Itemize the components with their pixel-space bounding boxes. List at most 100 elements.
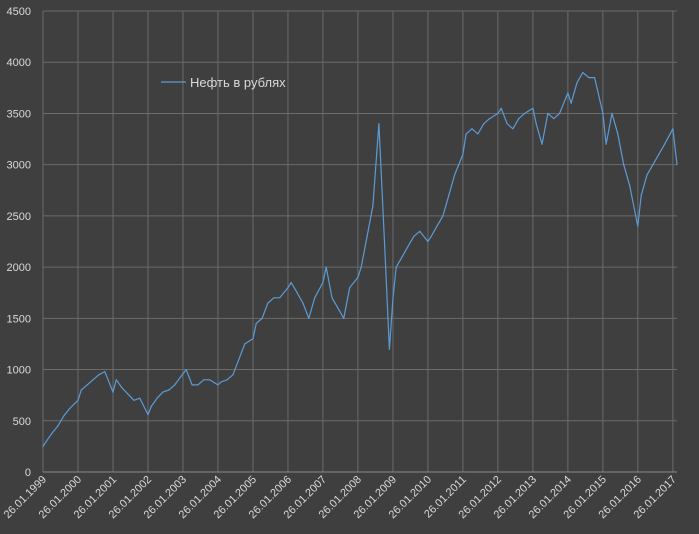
data-point	[372, 205, 374, 207]
data-point	[51, 432, 53, 434]
data-point	[532, 107, 534, 109]
data-point	[640, 194, 642, 196]
data-point	[296, 292, 298, 294]
data-point	[104, 371, 106, 373]
data-point	[191, 384, 193, 386]
data-point	[343, 317, 345, 319]
data-point	[588, 77, 590, 79]
data-point	[273, 297, 275, 299]
data-point	[629, 184, 631, 186]
data-point	[115, 379, 117, 381]
data-point	[92, 379, 94, 381]
data-point	[430, 235, 432, 237]
data-point	[384, 246, 386, 248]
data-point	[553, 118, 555, 120]
y-tick-label: 4500	[7, 6, 31, 18]
data-point	[442, 215, 444, 217]
y-tick-label: 1500	[7, 313, 31, 325]
data-point	[471, 128, 473, 130]
data-point	[567, 92, 569, 94]
data-point	[182, 373, 184, 375]
data-point	[541, 143, 543, 145]
y-tick-label: 2000	[7, 262, 31, 274]
data-point	[290, 281, 292, 284]
data-point	[42, 445, 44, 447]
data-point	[413, 235, 415, 237]
data-point	[209, 379, 211, 381]
y-tick-label: 2500	[7, 211, 31, 223]
data-point	[605, 143, 607, 145]
data-point	[331, 297, 333, 299]
data-point	[57, 425, 59, 427]
data-point	[45, 440, 47, 442]
data-point	[652, 164, 654, 166]
data-point	[147, 414, 149, 416]
data-point	[646, 174, 648, 176]
data-point	[360, 266, 362, 268]
data-point	[337, 307, 339, 309]
data-point	[325, 266, 327, 268]
data-point	[512, 128, 514, 130]
data-point	[156, 397, 158, 399]
data-point	[401, 256, 403, 258]
data-point	[197, 384, 199, 386]
y-gridlines	[43, 10, 677, 473]
y-tick-label: 4000	[7, 57, 31, 69]
data-point	[302, 302, 304, 304]
data-point	[395, 266, 397, 268]
data-point	[121, 387, 123, 389]
data-point	[150, 405, 152, 407]
data-point	[497, 112, 499, 114]
data-point	[407, 246, 409, 248]
data-point	[80, 389, 82, 391]
data-point	[168, 389, 170, 391]
data-point	[220, 381, 222, 383]
data-point	[500, 107, 502, 109]
data-point	[238, 358, 240, 360]
data-point	[174, 384, 176, 386]
data-point	[349, 287, 351, 289]
data-point	[454, 174, 456, 176]
data-point	[676, 164, 678, 166]
y-tick-label: 3000	[7, 160, 31, 172]
data-point	[139, 397, 141, 399]
data-point	[69, 407, 71, 410]
y-axis-tick-labels: 0 500 1000 1500 2000 2500 3000 3500 4000 4500	[7, 6, 31, 479]
y-tick-label: 3500	[7, 108, 31, 120]
data-point	[664, 143, 666, 145]
data-point	[427, 240, 429, 243]
data-point	[602, 112, 604, 114]
data-point	[518, 118, 520, 120]
data-point	[77, 399, 79, 401]
data-point	[252, 338, 254, 340]
data-point	[314, 297, 316, 299]
data-point	[483, 123, 485, 125]
data-point	[261, 317, 263, 319]
data-point	[524, 112, 526, 114]
data-point	[322, 281, 324, 284]
data-point	[378, 123, 380, 125]
data-point	[63, 415, 65, 417]
data-point	[226, 379, 228, 381]
data-point	[232, 374, 234, 376]
data-point	[462, 153, 464, 155]
data-point	[611, 112, 613, 114]
data-point	[506, 123, 508, 125]
data-point	[185, 369, 187, 371]
data-point	[559, 112, 561, 114]
data-point	[112, 391, 114, 393]
data-point	[357, 276, 359, 278]
data-point	[436, 225, 438, 227]
data-point	[86, 384, 88, 386]
data-point	[255, 322, 257, 325]
y-tick-label: 500	[13, 416, 31, 428]
data-point	[279, 297, 281, 299]
data-point	[392, 297, 394, 299]
data-point	[658, 153, 660, 155]
y-tick-label: 1000	[7, 365, 31, 377]
data-point	[419, 230, 421, 232]
data-point	[162, 391, 164, 393]
series-layer	[42, 71, 678, 447]
